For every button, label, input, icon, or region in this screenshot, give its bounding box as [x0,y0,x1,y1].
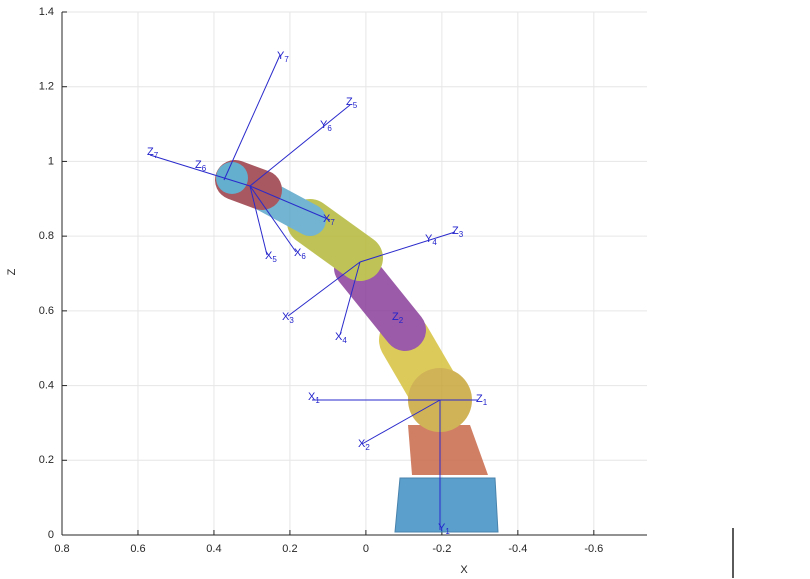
robot-arm [216,162,498,532]
y-tick-label: 0.6 [39,305,54,317]
frame-index: 2 [365,443,370,452]
frame-index: 1 [445,527,450,536]
frame-index: 7 [284,55,289,64]
y-axis-label: Z [6,268,18,275]
robot-link-1 [408,425,488,475]
frame-label: Z3 [452,225,464,239]
x-axis-label: X [460,564,468,576]
frame-label: Z5 [346,96,358,110]
frame-index: 6 [202,164,207,173]
frame-label: Z1 [476,393,488,407]
frame-index: 1 [483,398,488,407]
frame-index: 1 [315,396,320,405]
y-tick-label: 0.2 [39,454,54,466]
frame-label: Y7 [277,50,289,64]
y-tick-label: 0.8 [39,230,54,242]
x-tick-label: 0 [363,543,369,555]
frame-index: 6 [327,124,332,133]
frame-index: 3 [459,230,464,239]
x-tick-label: 0.8 [54,543,69,555]
y-tick-label: 1.2 [39,81,54,93]
x-tick-label: 0.6 [130,543,145,555]
frame-index: 4 [342,336,347,345]
frame-index: 3 [289,316,294,325]
frame-label: X4 [335,331,347,345]
y-tick-label: 0.4 [39,379,54,391]
robot-base [395,478,498,532]
x-tick-label: 0.4 [206,543,221,555]
x-tick-label: -0.2 [432,543,451,555]
x-tick-label: 0.2 [282,543,297,555]
frame-index: 2 [399,316,404,325]
frame-index: 5 [353,101,358,110]
chart: 0.8 0.6 0.4 0.2 0 -0.2 -0.4 -0.6 0 0.2 0.4 0.6 0.8 1 1… [0,0,810,579]
y-tick-label: 0 [48,529,54,541]
frame-label: X6 [294,247,306,261]
robot-flange [216,162,248,194]
frame-axis [250,105,350,186]
x-tick-label: -0.4 [508,543,527,555]
frame-index: 4 [432,238,437,247]
frame-label: Z7 [147,146,159,160]
y-tick-label: 1 [48,155,54,167]
frame-index: 7 [154,151,159,160]
y-tick-label: 1.4 [39,6,54,18]
frame-label: X5 [265,250,277,264]
x-tick-label: -0.6 [584,543,603,555]
frame-label: Y4 [425,233,437,247]
blank-area [740,500,810,579]
frame-label: X1 [308,391,320,405]
frame-index: 7 [330,218,335,227]
frame-index: 6 [301,252,306,261]
frame-index: 5 [272,255,277,264]
